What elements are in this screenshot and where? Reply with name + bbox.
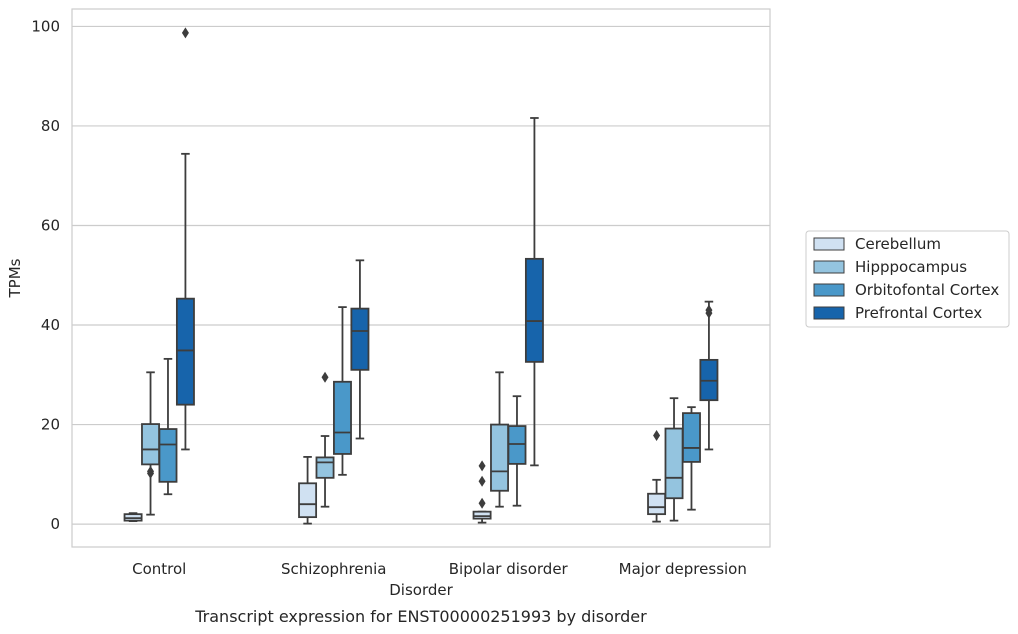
y-tick-label: 80 (41, 117, 60, 135)
legend-swatch (813, 283, 845, 297)
x-axis-label: Disorder (389, 581, 453, 599)
legend-swatch (813, 237, 845, 251)
box-body (664, 427, 684, 500)
x-tick-labels: Control Schizophrenia Bipolar disorder Majo… (132, 560, 747, 578)
legend: Cerebellum Hipppocampus Orbitofontal Corte… (805, 230, 1010, 328)
outlier-point (478, 460, 486, 472)
y-tick-labels: 0 20 40 60 80 100 (31, 17, 60, 533)
legend-label: Orbitofontal Cortex (855, 281, 999, 299)
box (158, 357, 178, 496)
box-body (350, 307, 370, 371)
box-body (524, 257, 544, 363)
box (647, 430, 667, 523)
y-tick-label: 100 (31, 17, 60, 35)
box-body (298, 482, 318, 519)
box-body (647, 492, 667, 516)
y-tick-label: 60 (41, 216, 60, 234)
outlier-point (478, 497, 486, 509)
box-body (158, 428, 178, 483)
box (524, 117, 544, 467)
box-body (472, 510, 492, 520)
box (699, 300, 719, 451)
box-body (682, 412, 701, 463)
x-tick-label: Schizophrenia (281, 560, 386, 578)
box (141, 371, 160, 516)
box (507, 395, 527, 507)
box (298, 456, 318, 525)
box-body (175, 297, 195, 406)
legend-swatch (813, 306, 845, 320)
y-tick-label: 40 (41, 316, 60, 334)
box-body (141, 423, 160, 466)
outlier-point (321, 371, 329, 383)
x-tick-label: Control (132, 560, 186, 578)
y-tick-label: 20 (41, 416, 60, 434)
y-axis-label: TPMs (6, 258, 24, 298)
legend-swatch (813, 260, 845, 274)
outlier-point (653, 430, 661, 442)
plot-frame (71, 8, 771, 548)
y-tick-label: 0 (50, 515, 60, 533)
box (682, 406, 701, 511)
box (123, 512, 143, 523)
x-tick-label: Major depression (619, 560, 747, 578)
box-series (123, 27, 719, 525)
box-body (507, 425, 527, 465)
outlier-point (478, 475, 486, 487)
outlier-point (705, 304, 713, 316)
legend-label: Prefrontal Cortex (855, 304, 982, 322)
outlier-point (181, 27, 189, 39)
box-body (333, 380, 352, 455)
box (350, 259, 370, 440)
box (490, 371, 509, 508)
legend-label: Cerebellum (855, 235, 941, 253)
box (175, 27, 195, 451)
chart-caption: Transcript expression for ENST0000025199… (194, 607, 647, 626)
box (664, 397, 684, 522)
box-body (490, 423, 509, 492)
box (472, 460, 492, 524)
x-tick-label: Bipolar disorder (449, 560, 569, 578)
box (333, 306, 352, 476)
legend-frame (805, 230, 1010, 328)
outlier-point (147, 465, 155, 477)
box (315, 371, 335, 508)
box-body (315, 456, 335, 479)
legend-label: Hipppocampus (855, 258, 967, 276)
